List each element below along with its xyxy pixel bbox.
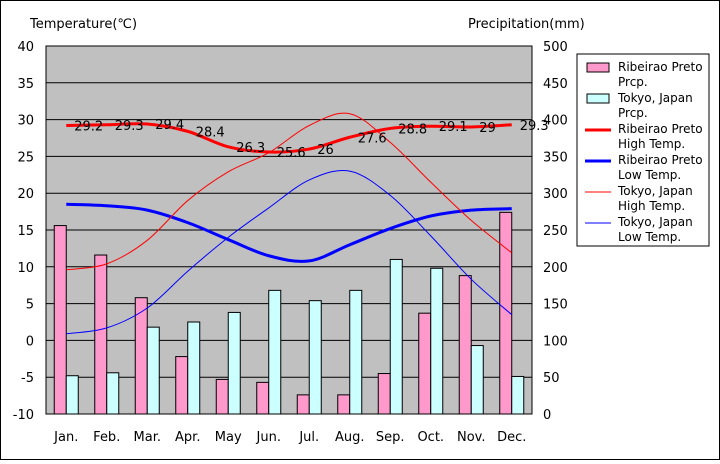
right-tick-label: 200 <box>543 261 568 276</box>
left-tick-label: 10 <box>17 261 34 276</box>
legend-label: Tokyo, Japan <box>617 184 693 198</box>
left-axis-title: Temperature(℃) <box>29 17 137 32</box>
bar-ribeirao-prcp <box>377 373 391 415</box>
legend-box <box>576 53 710 247</box>
right-tick-label: 150 <box>543 298 568 313</box>
left-tick-label: 20 <box>17 187 34 202</box>
x-tick-label: Jun. <box>256 430 281 445</box>
right-axis-title: Precipitation(mm) <box>468 17 585 32</box>
legend-label: High Temp. <box>618 137 685 151</box>
right-tick-label: 50 <box>543 371 560 386</box>
data-label-group: 29.2 29.3 29.4 28.4 26.3 25.6 26 27.6 28.8 29.1 29… <box>74 118 548 161</box>
data-label: 26 <box>317 143 334 158</box>
axis-group: 4035302520151050-5-105004504003503002502… <box>13 40 568 445</box>
bar-tokyo-prcp <box>511 375 525 415</box>
bar-tokyo-prcp <box>65 375 79 415</box>
bar-ribeirao-prcp <box>53 225 67 415</box>
legend-swatch <box>586 93 610 104</box>
data-label: 25.6 <box>277 146 306 161</box>
bar-tokyo-prcp <box>227 311 241 415</box>
data-label: 29.4 <box>155 118 184 133</box>
line-ribeirao-low <box>66 202 512 263</box>
bar-ribeirao-prcp <box>337 394 351 415</box>
line-tokyo-high <box>66 112 513 271</box>
left-tick-label: -5 <box>21 371 34 386</box>
legend-label: Ribeirao Preto <box>618 60 703 74</box>
x-tick-label: Apr. <box>175 430 200 445</box>
data-label: 28.8 <box>398 122 427 137</box>
bar-tokyo-prcp <box>106 372 120 415</box>
plot-border <box>45 45 533 415</box>
x-tick-label: May <box>215 430 242 445</box>
bar-tokyo-prcp <box>349 289 363 415</box>
right-tick-label: 100 <box>543 334 568 349</box>
bar-tokyo-prcp <box>308 300 322 415</box>
data-label: 27.6 <box>358 131 387 146</box>
right-tick-label: 250 <box>543 224 568 239</box>
line-ribeirao-high <box>66 122 512 154</box>
data-label: 26.3 <box>236 141 265 156</box>
x-tick-label: Aug. <box>335 430 365 445</box>
right-tick-label: 300 <box>543 187 568 202</box>
left-tick-label: -10 <box>13 408 34 423</box>
left-tick-label: 5 <box>26 298 34 313</box>
x-tick-label: Jan. <box>53 430 78 445</box>
legend-label: Tokyo, Japan <box>617 215 693 229</box>
right-tick-label: 450 <box>543 77 568 92</box>
legend-label: Low Temp. <box>618 168 681 182</box>
bar-ribeirao-prcp <box>94 254 108 415</box>
legend-label: Low Temp. <box>618 230 681 244</box>
right-tick-label: 350 <box>543 150 568 165</box>
bar-series-group <box>53 211 525 415</box>
bar-tokyo-prcp <box>470 345 484 415</box>
bar-ribeirao-prcp <box>256 381 270 415</box>
x-tick-label: Nov. <box>457 430 486 445</box>
bar-ribeirao-prcp <box>458 275 472 415</box>
x-tick-label: Sep. <box>376 430 405 445</box>
bar-tokyo-prcp <box>268 289 282 415</box>
x-tick-label: Feb. <box>93 430 120 445</box>
data-label: 29.3 <box>520 119 549 134</box>
left-tick-label: 40 <box>17 40 34 55</box>
data-label: 28.4 <box>196 125 225 140</box>
bar-tokyo-prcp <box>389 258 403 415</box>
bar-tokyo-prcp <box>430 267 444 415</box>
x-tick-label: Dec. <box>497 430 526 445</box>
legend-label: Prcp. <box>618 75 648 89</box>
bar-ribeirao-prcp <box>215 378 229 415</box>
left-tick-label: 0 <box>26 334 34 349</box>
left-tick-label: 35 <box>17 77 34 92</box>
bar-ribeirao-prcp <box>134 297 148 415</box>
line-tokyo-low <box>66 170 513 335</box>
bar-ribeirao-prcp <box>418 312 432 415</box>
line-series-group <box>66 112 513 335</box>
left-tick-label: 25 <box>17 150 34 165</box>
bar-ribeirao-prcp <box>296 394 310 415</box>
left-tick-label: 15 <box>17 224 34 239</box>
bar-ribeirao-prcp <box>175 356 189 415</box>
data-label: 29.3 <box>115 119 144 134</box>
x-tick-label: Mar. <box>134 430 161 445</box>
bar-tokyo-prcp <box>187 321 201 415</box>
right-tick-label: 0 <box>543 408 551 423</box>
bar-tokyo-prcp <box>146 326 160 415</box>
data-label: 29.2 <box>74 119 103 134</box>
x-tick-label: Oct. <box>417 430 444 445</box>
left-tick-label: 30 <box>17 114 34 129</box>
x-tick-label: Jul. <box>298 430 319 445</box>
legend-label: Tokyo, Japan <box>617 91 693 105</box>
legend-label: Ribeirao Preto <box>618 153 703 167</box>
right-tick-label: 500 <box>543 40 568 55</box>
legend-label: Prcp. <box>618 106 648 120</box>
legend-label: High Temp. <box>618 199 685 213</box>
legend-label: Ribeirao Preto <box>618 122 703 136</box>
data-label: 29 <box>479 121 496 136</box>
right-tick-label: 400 <box>543 114 568 129</box>
data-label: 29.1 <box>439 120 468 135</box>
legend-swatch <box>586 62 610 73</box>
